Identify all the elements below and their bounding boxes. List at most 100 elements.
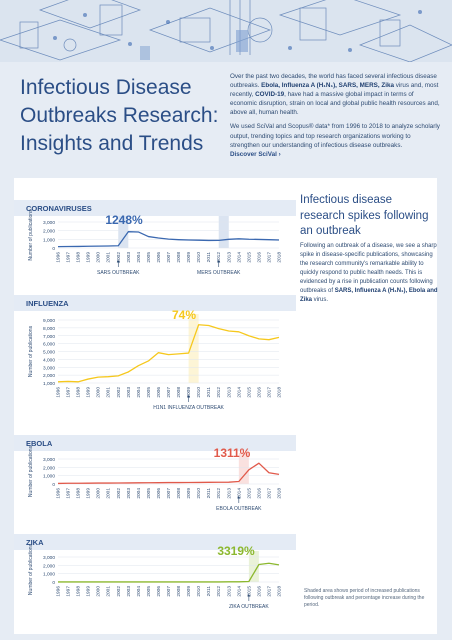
y-axis-label: Number of publications	[28, 445, 34, 497]
x-tick-label: 1997	[66, 488, 72, 499]
x-tick-label: 2009	[186, 586, 192, 597]
x-tick-label: 2016	[256, 586, 262, 597]
increase-label: 1248%	[105, 213, 143, 227]
x-tick-label: 2009	[186, 387, 192, 398]
y-tick-label: 5,000	[43, 350, 55, 356]
sidebar-text-c: virus.	[312, 297, 329, 303]
x-tick-label: 2004	[136, 488, 142, 499]
x-tick-label: 1996	[56, 252, 62, 263]
chart-title: INFLUENZA	[26, 299, 69, 308]
y-tick-label: 4,000	[43, 357, 55, 363]
sidebar-text: Following an outbreak of a disease, we s…	[300, 242, 438, 305]
sidebar-title: Infectious disease research spikes follo…	[300, 194, 429, 237]
sidebar-text-a: Following an outbreak of a disease, we s…	[300, 243, 437, 294]
y-tick-label: 0	[52, 482, 55, 488]
y-tick-label: 2,000	[43, 373, 55, 379]
arrow-up-icon	[116, 260, 120, 263]
x-tick-label: 1997	[66, 252, 72, 263]
x-tick-label: 2017	[266, 252, 272, 263]
x-tick-label: 1996	[56, 387, 62, 398]
x-tick-label: 2010	[196, 387, 202, 398]
chart-title-band	[14, 435, 296, 451]
x-tick-label: 2014	[236, 586, 242, 597]
x-tick-label: 2001	[106, 488, 112, 499]
x-tick-label: 1998	[76, 387, 82, 398]
y-axis-label: Number of publications	[28, 325, 34, 377]
x-tick-label: 2012	[216, 387, 222, 398]
x-tick-label: 2018	[277, 586, 283, 597]
series-line	[58, 562, 280, 583]
chart-title: ZIKA	[26, 538, 44, 547]
series-line	[57, 231, 280, 248]
x-tick-label: 2016	[256, 387, 262, 398]
x-tick-label: 2017	[266, 387, 272, 398]
increase-label: 3319%	[217, 544, 255, 558]
y-tick-label: 3,000	[43, 220, 55, 226]
x-tick-label: 2017	[266, 488, 272, 499]
x-tick-label: 2007	[166, 252, 172, 263]
x-tick-label: 2010	[196, 252, 202, 263]
series-line	[57, 462, 280, 485]
x-tick-label: 2006	[156, 252, 162, 263]
increase-label: 1311%	[214, 446, 251, 460]
y-tick-label: 7,000	[43, 334, 55, 340]
chevron-right-icon: ›	[278, 150, 281, 158]
x-tick-label: 2018	[277, 252, 283, 263]
x-tick-label: 2014	[236, 488, 242, 499]
intro-p1-a: Over the past two decades, the world has…	[230, 73, 437, 90]
intro-paragraph-1: Over the past two decades, the world has…	[230, 72, 442, 117]
x-tick-label: 2010	[196, 488, 202, 499]
arrow-up-icon	[247, 594, 251, 597]
x-tick-label: 2011	[206, 488, 212, 499]
chart-coronaviruses: CORONAVIRUSES 0 1,000 2,000 3,000 Number of p…	[14, 200, 296, 276]
x-tick-label: 2004	[136, 252, 142, 263]
arrow-up-icon	[187, 395, 191, 398]
x-tick-label: 1996	[56, 586, 62, 597]
x-tick-label: 2006	[156, 387, 162, 398]
y-tick-label: 3,000	[43, 457, 55, 463]
x-tick-label: 2008	[176, 586, 182, 597]
x-tick-label: 2013	[226, 252, 232, 263]
y-tick-label: 6,000	[43, 342, 55, 348]
title-line-3: Insights and Trends	[20, 132, 204, 155]
x-tick-label: 2013	[226, 586, 232, 597]
hero-illustration	[0, 0, 452, 62]
page-title: Infectious Disease Outbreaks Research: I…	[20, 74, 220, 158]
x-tick-label: 2016	[256, 252, 262, 263]
x-tick-label: 2005	[146, 586, 152, 597]
intro-p2-text: We used SciVal and Scopus® data* from 19…	[230, 123, 440, 149]
y-tick-label: 0	[52, 580, 55, 586]
x-tick-label: 2006	[156, 488, 162, 499]
y-tick-label: 2,000	[43, 465, 55, 471]
x-tick-label: 2016	[256, 488, 262, 499]
x-tick-label: 2011	[206, 387, 212, 398]
x-tick-label: 2017	[266, 586, 272, 597]
intro-paragraph-2: We used SciVal and Scopus® data* from 19…	[230, 122, 442, 158]
discover-scival-link[interactable]: Discover SciVal ›	[230, 151, 281, 158]
chart-title-band	[14, 534, 296, 550]
chart-title: EBOLA	[26, 439, 53, 448]
x-tick-label: 2013	[226, 387, 232, 398]
outbreak-label: EBOLA OUTBREAK	[216, 506, 262, 512]
intro-p1-c: virus and, most recently,	[230, 82, 439, 99]
y-tick-label: 1,000	[43, 237, 55, 243]
chart-title-band	[14, 295, 296, 311]
x-tick-label: 2008	[176, 488, 182, 499]
x-tick-label: 2012	[216, 488, 222, 499]
chart-title: CORONAVIRUSES	[26, 204, 92, 213]
x-tick-label: 2005	[146, 488, 152, 499]
y-tick-label: 1,000	[43, 474, 55, 480]
charts-card: CORONAVIRUSES 0 1,000 2,000 3,000 Number of p…	[14, 178, 438, 634]
x-tick-label: 2005	[146, 387, 152, 398]
intro-p1-e: , have had a massive global impact in te…	[230, 91, 440, 117]
title-line-2: Outbreaks Research:	[20, 104, 219, 127]
x-tick-label: 1998	[76, 586, 82, 597]
discover-scival-label: Discover SciVal	[230, 150, 277, 158]
x-tick-label: 2011	[206, 252, 212, 263]
x-tick-label: 2014	[236, 387, 242, 398]
hero-illustration-art	[0, 0, 452, 62]
x-tick-label: 2015	[246, 387, 252, 398]
charts-area: CORONAVIRUSES 0 1,000 2,000 3,000 Number of p…	[14, 200, 296, 610]
x-tick-label: 2004	[136, 586, 142, 597]
x-tick-label: 2015	[246, 488, 252, 499]
